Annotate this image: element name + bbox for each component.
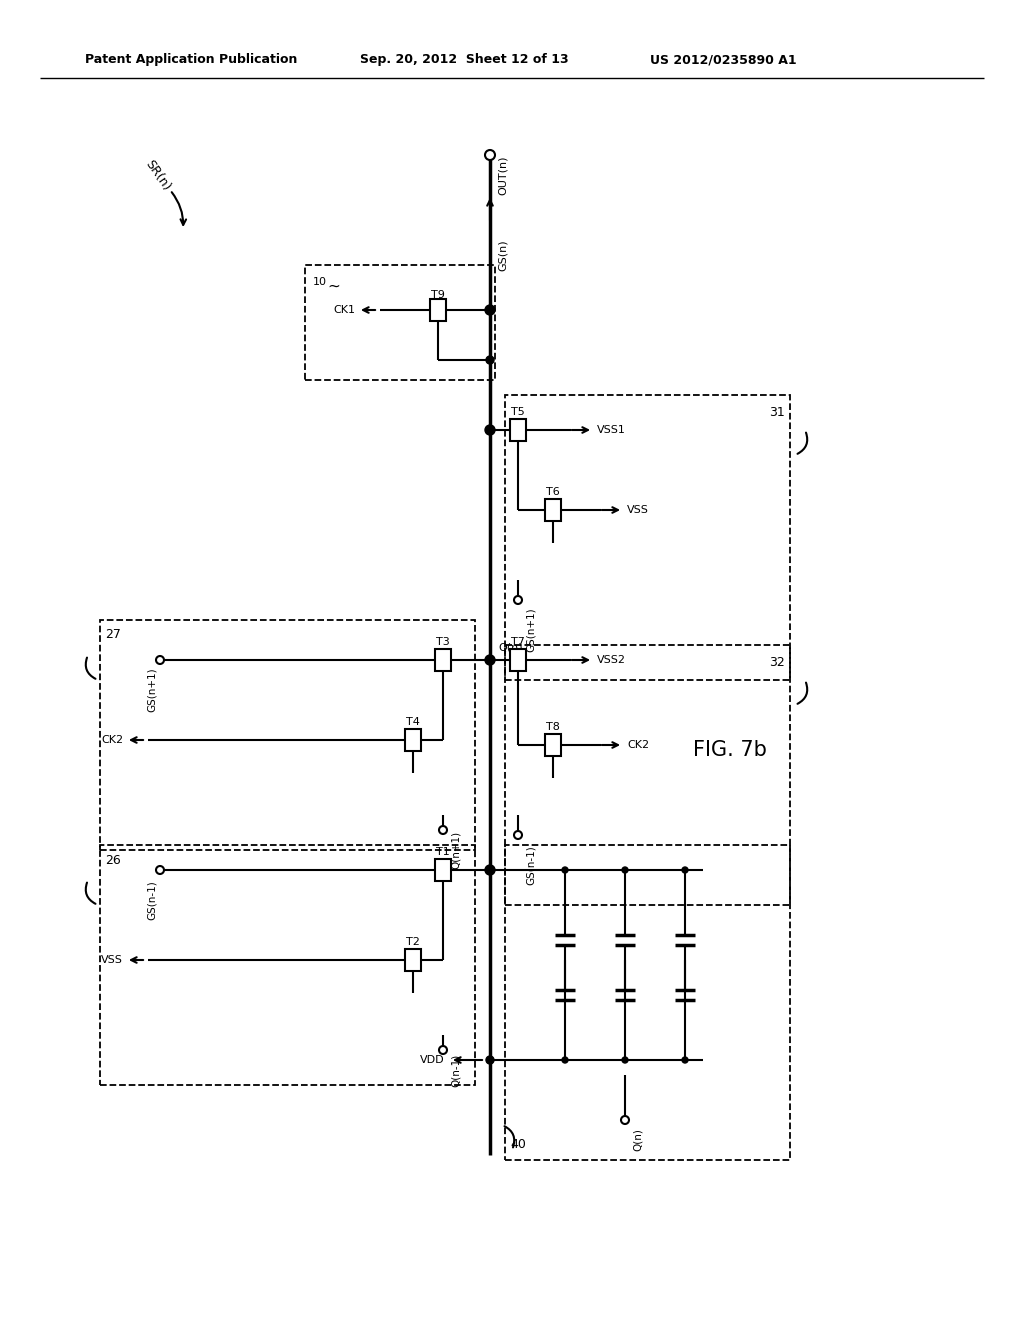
Circle shape [486, 866, 494, 874]
Bar [545, 734, 561, 756]
Text: VSS: VSS [627, 506, 649, 515]
Text: Sep. 20, 2012  Sheet 12 of 13: Sep. 20, 2012 Sheet 12 of 13 [360, 54, 568, 66]
Circle shape [485, 150, 495, 160]
Text: VDD: VDD [421, 1055, 445, 1065]
Text: T5: T5 [511, 407, 525, 417]
Circle shape [621, 1115, 629, 1125]
Text: GS(n+1): GS(n+1) [147, 668, 157, 713]
Text: SR(n): SR(n) [142, 157, 173, 193]
Text: T6: T6 [546, 487, 560, 498]
Text: T9: T9 [431, 290, 445, 300]
Circle shape [485, 305, 495, 315]
Text: Q(n-1): Q(n-1) [451, 1053, 461, 1086]
Circle shape [485, 865, 495, 875]
Text: 40: 40 [510, 1138, 526, 1151]
Text: Q(n+1): Q(n+1) [451, 830, 461, 869]
Bar [406, 949, 421, 972]
Text: T2: T2 [407, 937, 420, 946]
Circle shape [156, 656, 164, 664]
Text: 27: 27 [105, 628, 121, 642]
Circle shape [514, 832, 522, 840]
Bar [510, 418, 526, 441]
Text: Q(n): Q(n) [498, 643, 522, 653]
Text: T1: T1 [436, 847, 450, 857]
Bar [435, 859, 451, 880]
Text: ~: ~ [327, 279, 340, 294]
Bar [430, 300, 446, 321]
Text: Patent Application Publication: Patent Application Publication [85, 54, 297, 66]
Bar [435, 649, 451, 671]
Circle shape [439, 826, 447, 834]
Text: T3: T3 [436, 638, 450, 647]
Bar [100, 620, 475, 850]
Text: Q(n): Q(n) [633, 1129, 643, 1151]
Bar [510, 649, 526, 671]
Text: CK2: CK2 [101, 735, 123, 744]
Text: VSS: VSS [101, 954, 123, 965]
Text: CK2: CK2 [627, 741, 649, 750]
Circle shape [485, 655, 495, 665]
Circle shape [622, 867, 628, 873]
Circle shape [156, 866, 164, 874]
Bar [100, 845, 475, 1085]
Text: GS(n): GS(n) [498, 239, 508, 271]
Circle shape [486, 356, 494, 364]
Bar [505, 645, 790, 906]
Circle shape [486, 1056, 494, 1064]
Bar [505, 395, 790, 680]
Text: 26: 26 [105, 854, 121, 866]
Circle shape [562, 867, 568, 873]
Bar [545, 499, 561, 521]
Text: GS(n-1): GS(n-1) [147, 880, 157, 920]
Text: OUT(n): OUT(n) [498, 156, 508, 195]
Text: VSS1: VSS1 [597, 425, 626, 436]
Circle shape [622, 1057, 628, 1063]
Text: US 2012/0235890 A1: US 2012/0235890 A1 [650, 54, 797, 66]
Circle shape [514, 597, 522, 605]
Text: T8: T8 [546, 722, 560, 733]
Text: 31: 31 [769, 407, 785, 420]
Bar [305, 265, 495, 380]
Circle shape [682, 1057, 688, 1063]
Bar [406, 729, 421, 751]
Text: 10: 10 [313, 277, 327, 286]
Bar [505, 845, 790, 1160]
Text: T4: T4 [407, 717, 420, 727]
Text: VSS2: VSS2 [597, 655, 626, 665]
Text: GS(n+1): GS(n+1) [526, 607, 536, 652]
Circle shape [485, 425, 495, 436]
Circle shape [439, 1045, 447, 1053]
Text: GS(n-1): GS(n-1) [526, 845, 536, 884]
Text: T7: T7 [511, 638, 525, 647]
Circle shape [682, 867, 688, 873]
Text: FIG. 7b: FIG. 7b [693, 741, 767, 760]
Text: 32: 32 [769, 656, 785, 669]
Text: CK1: CK1 [333, 305, 355, 315]
Circle shape [562, 1057, 568, 1063]
